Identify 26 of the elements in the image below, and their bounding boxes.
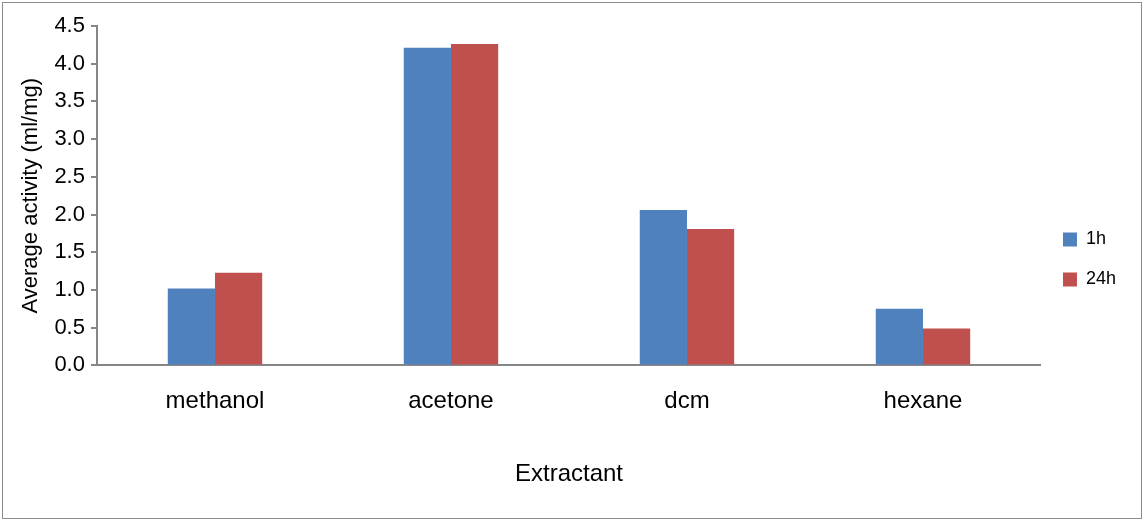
y-tick-label: 3.0	[54, 125, 85, 151]
y-tick-label: 1.5	[54, 238, 85, 264]
legend-label: 24h	[1085, 268, 1117, 289]
bar	[686, 228, 735, 365]
legend-label: 1h	[1085, 228, 1106, 249]
bar	[922, 328, 971, 365]
bar	[214, 272, 263, 365]
x-axis-title: Extractant	[514, 459, 624, 487]
x-tick-label: dcm	[664, 386, 710, 414]
bar	[875, 308, 923, 365]
x-tick-label: hexane	[883, 386, 963, 414]
y-axis-title: Average activity (ml/mg)	[17, 77, 43, 314]
y-tick-label: 3.5	[54, 87, 85, 113]
y-tick-label: 4.5	[54, 12, 85, 38]
bar	[403, 47, 451, 365]
bar	[167, 288, 215, 365]
x-tick-label: acetone	[408, 386, 494, 414]
y-tick-label: 1.0	[54, 276, 85, 302]
y-tick-label: 0.0	[54, 351, 85, 377]
x-tick-label: methanol	[165, 386, 265, 414]
bar	[450, 44, 499, 365]
y-tick-label: 4.0	[54, 49, 85, 75]
y-tick-label: 2.0	[54, 200, 85, 226]
bar	[639, 210, 687, 365]
y-tick-label: 2.5	[54, 162, 85, 188]
y-tick-label: 0.5	[54, 313, 85, 339]
